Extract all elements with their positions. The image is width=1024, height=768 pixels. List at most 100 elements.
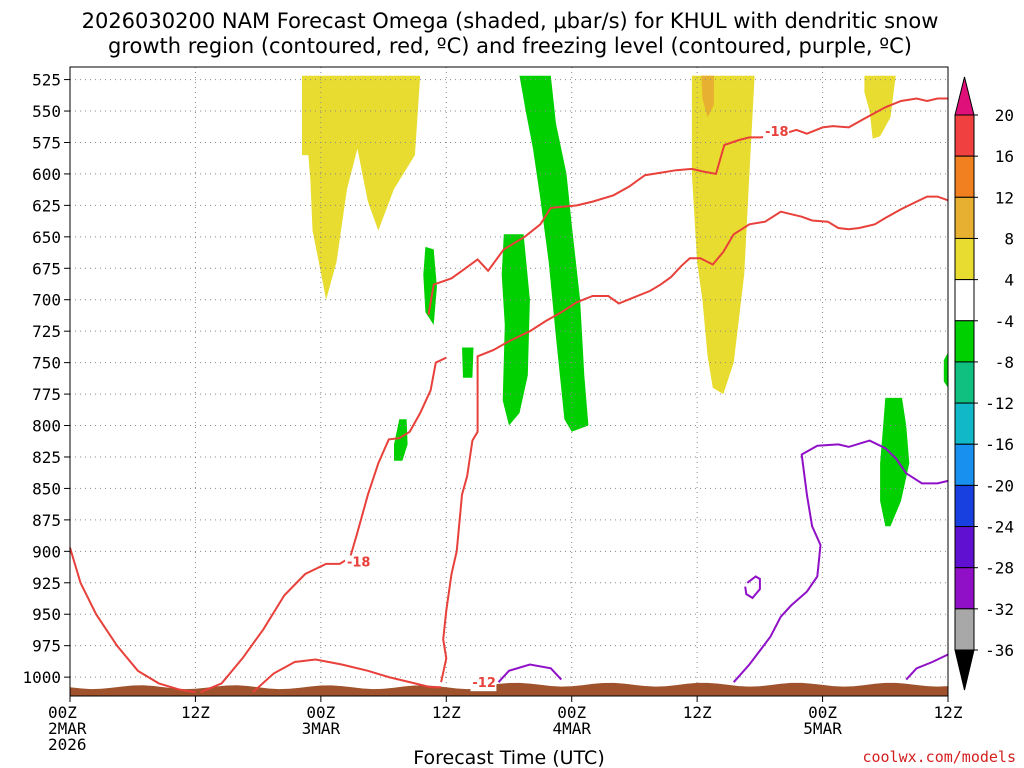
y-tick-label-875: 875 xyxy=(32,511,61,530)
y-tick-label-825: 825 xyxy=(32,448,61,467)
omega-region-2 xyxy=(701,75,714,118)
freezing-level-contours xyxy=(497,439,949,683)
colorbar-bin-5 xyxy=(954,320,975,363)
red-contour-1 xyxy=(427,97,948,315)
colorbar-bin-1 xyxy=(954,155,975,198)
y-tick-label-900: 900 xyxy=(32,542,61,561)
y-tick-label-625: 625 xyxy=(32,196,61,215)
colorbar-bin-2 xyxy=(954,196,975,239)
x-tick-label-24-0: 00Z xyxy=(306,703,335,722)
x-tick-label-72-1: 5MAR xyxy=(803,719,842,738)
purple-contour-1 xyxy=(732,439,949,683)
colorbar-label-6: -8 xyxy=(995,353,1014,372)
x-tick-label-36-0: 12Z xyxy=(432,703,461,722)
y-tick-label-675: 675 xyxy=(32,259,61,278)
purple-contour-3 xyxy=(905,653,949,681)
x-tick-label-60-0: 12Z xyxy=(683,703,712,722)
omega-region-7 xyxy=(394,419,408,461)
x-tick-label-84-0: 12Z xyxy=(934,703,963,722)
colorbar-bin-4 xyxy=(954,279,975,322)
omega-region-8 xyxy=(462,347,474,378)
y-tick-label-800: 800 xyxy=(32,417,61,436)
colorbar-bin-10 xyxy=(954,526,975,569)
colorbar-bin-6 xyxy=(954,361,975,404)
y-tick-label-525: 525 xyxy=(32,71,61,90)
plot-frame xyxy=(69,66,949,697)
dendritic-growth-contours: -18 -18 -12 xyxy=(69,97,949,694)
x-tick-label-48-1: 4MAR xyxy=(552,719,591,738)
colorbar-bottom-arrow xyxy=(954,649,975,691)
omega-region-9 xyxy=(880,397,910,527)
red-contour-2 xyxy=(69,547,196,694)
y-axis: 525 550 575 600 625 650 675 700 725 750 775 800 825 8… xyxy=(22,71,70,687)
colorbar-label-0: 20 xyxy=(995,106,1014,125)
x-tick-label-12-0: 12Z xyxy=(181,703,210,722)
red-contour-label-2: -12 xyxy=(472,676,496,691)
colorbar-top-arrow xyxy=(954,76,975,116)
omega-region-4 xyxy=(519,75,589,432)
omega-region-1 xyxy=(691,75,755,395)
terrain-ground xyxy=(70,682,948,696)
y-tick-label-575: 575 xyxy=(32,133,61,152)
plot-area: -18 -18 -12 xyxy=(69,66,949,697)
omega-shading xyxy=(302,75,948,527)
x-tick-label-0-1: 2MAR xyxy=(48,719,87,738)
x-tick-label-0-0: 00Z xyxy=(48,703,77,722)
colorbar-bin-9 xyxy=(954,484,975,528)
x-tick-label-24-1: 3MAR xyxy=(302,719,341,738)
x-tick-label-0-2: 2026 xyxy=(48,735,87,754)
colorbar-label-13: -36 xyxy=(985,641,1014,660)
y-tick-label-750: 750 xyxy=(32,354,61,373)
red-contour-label-bg-1 xyxy=(763,125,790,141)
x-axis-label: Forecast Time (UTC) xyxy=(413,747,604,768)
red-contour-label-bg-2 xyxy=(470,676,497,692)
y-tick-label-975: 975 xyxy=(32,637,61,656)
x-tick-label-72-0: 00Z xyxy=(808,703,837,722)
y-tick-label-1000: 1000 xyxy=(22,668,61,687)
omega-region-6 xyxy=(423,246,437,325)
colorbar-label-5: -4 xyxy=(995,312,1014,331)
y-tick-label-950: 950 xyxy=(32,605,61,624)
red-contour-3 xyxy=(252,658,442,693)
omega-region-0 xyxy=(302,75,421,300)
colorbar-label-2: 12 xyxy=(995,188,1014,207)
title-line-2: growth region (contoured, red, ºC) and f… xyxy=(108,34,912,58)
colorbar: 20 16 12 8 4 -4 -8 -12 -16 -20 -24 -28 -32 -36 xyxy=(954,76,1014,691)
y-tick-label-550: 550 xyxy=(32,102,61,121)
y-tick-label-925: 925 xyxy=(32,574,61,593)
credit-link[interactable]: coolwx.com/models xyxy=(862,748,1016,766)
colorbar-label-3: 8 xyxy=(1004,229,1014,248)
y-tick-label-775: 775 xyxy=(32,385,61,404)
y-tick-label-700: 700 xyxy=(32,291,61,310)
omega-region-3 xyxy=(864,75,896,139)
x-tick-label-48-0: 00Z xyxy=(557,703,586,722)
colorbar-label-9: -20 xyxy=(985,476,1014,495)
title-line-1: 2026030200 NAM Forecast Omega (shaded, μ… xyxy=(82,9,939,33)
colorbar-bin-11 xyxy=(954,567,975,610)
red-contour-label-1: -18 xyxy=(765,125,789,140)
colorbar-label-11: -28 xyxy=(985,559,1014,578)
terrain-fill xyxy=(70,682,948,696)
red-contour-label-bg-0 xyxy=(344,555,371,571)
y-tick-label-725: 725 xyxy=(32,322,61,341)
colorbar-label-1: 16 xyxy=(995,147,1014,166)
red-contour-0 xyxy=(200,356,447,694)
red-contour-label-0: -18 xyxy=(347,555,371,570)
colorbar-bin-12 xyxy=(954,608,975,651)
colorbar-bin-3 xyxy=(954,237,975,281)
colorbar-bin-0 xyxy=(954,114,975,157)
y-tick-label-650: 650 xyxy=(32,228,61,247)
colorbar-label-8: -16 xyxy=(985,435,1014,454)
purple-contour-2 xyxy=(744,575,761,600)
purple-contour-0 xyxy=(497,663,563,683)
omega-region-10 xyxy=(943,352,948,388)
y-tick-label-850: 850 xyxy=(32,479,61,498)
colorbar-bin-7 xyxy=(954,402,975,445)
red-contour-4 xyxy=(440,195,949,683)
colorbar-label-10: -24 xyxy=(985,518,1014,537)
colorbar-label-7: -12 xyxy=(985,394,1014,413)
colorbar-bin-8 xyxy=(954,443,975,486)
omega-region-5 xyxy=(501,234,530,426)
